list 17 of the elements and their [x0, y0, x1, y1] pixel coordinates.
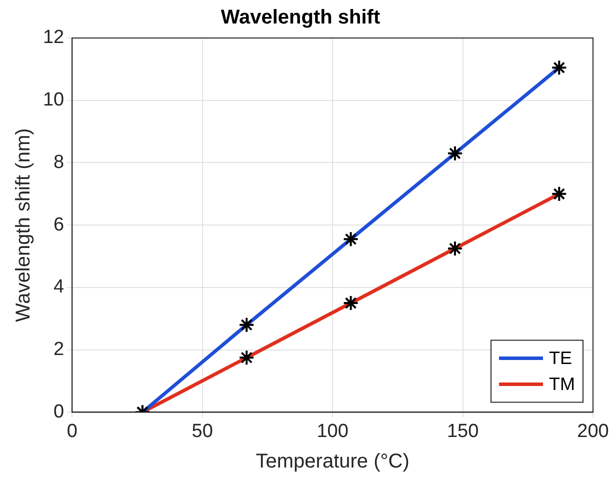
x-tick-label: 50	[192, 420, 213, 442]
y-tick-label: 0	[54, 401, 64, 422]
x-axis-title: Temperature (°C)	[256, 450, 410, 473]
x-tick-label: 100	[316, 420, 348, 442]
legend-label: TM	[549, 374, 576, 394]
x-tick-label: 0	[66, 420, 78, 442]
y-tick-label: 4	[54, 276, 65, 298]
legend-label: TE	[549, 348, 572, 368]
y-tick-label: 2	[54, 339, 64, 360]
y-tick-label: 8	[54, 152, 64, 173]
x-tick-label: 150	[446, 420, 479, 442]
x-tick-label: 200	[577, 420, 609, 442]
y-tick-label: 6	[54, 214, 64, 236]
y-tick-label: 12	[42, 27, 64, 48]
chart-title: Wavelength shift	[220, 6, 380, 29]
y-axis-title: Wavelength shift (nm)	[12, 128, 35, 322]
y-tick-label: 10	[42, 90, 64, 111]
